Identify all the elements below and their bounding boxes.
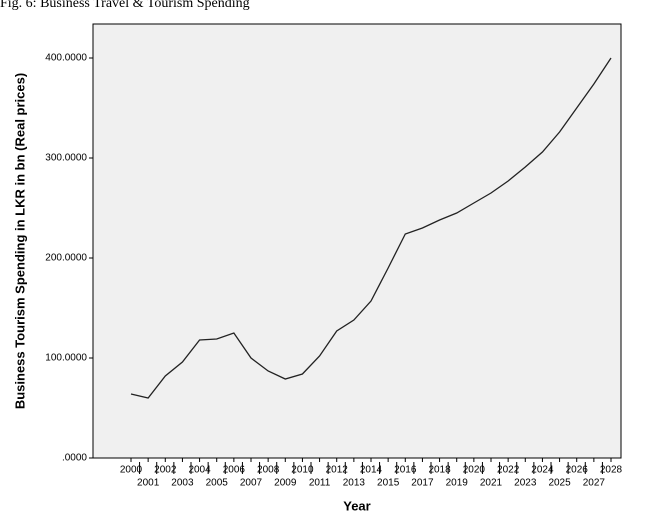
plot-area <box>92 23 622 459</box>
x-tick-label: 2002 <box>154 465 177 476</box>
x-tick-label: 2021 <box>480 478 503 489</box>
x-tick-label: 2008 <box>257 465 280 476</box>
x-tick-label: 2027 <box>583 478 606 489</box>
x-tick-label: 2010 <box>291 465 314 476</box>
x-tick-label: 2003 <box>171 478 194 489</box>
x-tick-label: 2004 <box>188 465 211 476</box>
y-tick-label: .0000 <box>62 453 87 464</box>
x-tick-label: 2001 <box>137 478 160 489</box>
x-tick-label: 2006 <box>223 465 246 476</box>
y-axis-title: Business Tourism Spending in LKR in bn (… <box>12 73 27 409</box>
x-tick-label: 2016 <box>394 465 417 476</box>
y-tick-label: 100.0000 <box>45 353 87 364</box>
x-tick-label: 2023 <box>514 478 537 489</box>
x-tick-label: 2028 <box>600 465 623 476</box>
x-tick-label: 2015 <box>377 478 400 489</box>
y-tick-label: 300.0000 <box>45 153 87 164</box>
x-tick-label: 2017 <box>411 478 434 489</box>
x-tick-label: 2011 <box>309 478 331 489</box>
x-tick-label: 2022 <box>497 465 520 476</box>
chart-title: Fig. 6: Business Travel & Tourism Spendi… <box>0 0 250 11</box>
x-tick-label: 2025 <box>548 478 571 489</box>
x-tick-label: 2018 <box>428 465 451 476</box>
x-tick-label: 2026 <box>566 465 589 476</box>
x-tick-label: 2020 <box>463 465 486 476</box>
x-axis-title: Year <box>343 498 370 513</box>
x-tick-label: 2019 <box>446 478 469 489</box>
y-tick-label: 200.0000 <box>45 253 87 264</box>
x-tick-label: 2000 <box>120 465 143 476</box>
x-tick-label: 2012 <box>326 465 349 476</box>
x-tick-label: 2009 <box>274 478 297 489</box>
x-tick-label: 2007 <box>240 478 263 489</box>
x-tick-label: 2013 <box>343 478 366 489</box>
x-tick-label: 2024 <box>531 465 554 476</box>
x-tick-label: 2005 <box>206 478 229 489</box>
y-tick-label: 400.0000 <box>45 53 87 64</box>
x-tick-label: 2014 <box>360 465 383 476</box>
data-line <box>130 57 612 399</box>
